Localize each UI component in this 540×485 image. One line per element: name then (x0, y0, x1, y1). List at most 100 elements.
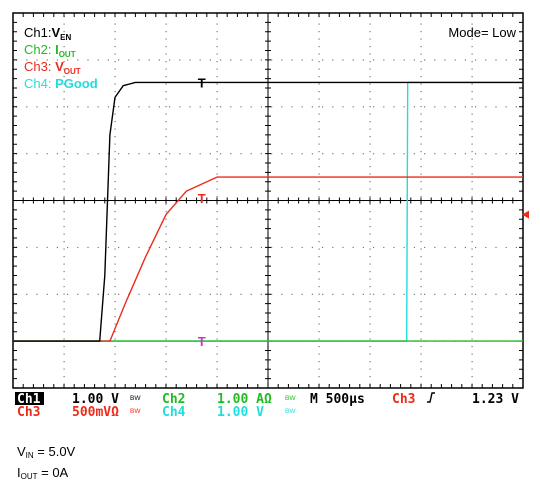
grid-dot (114, 53, 116, 55)
mode-label: Mode= Low (448, 25, 516, 40)
grid-dot (209, 59, 211, 61)
grid-dot (420, 376, 422, 378)
grid-dot (369, 68, 371, 70)
grid-dot (369, 316, 371, 318)
grid-dot (165, 128, 167, 130)
grid-dot (471, 203, 473, 205)
grid-dot (420, 46, 422, 48)
grid-dot (216, 113, 218, 115)
grid-dot (216, 263, 218, 265)
grid-dot (505, 153, 507, 155)
grid-dot (63, 316, 65, 318)
grid-dot (216, 218, 218, 220)
status-bar: Ch1 1.00 V BW Ch2 1.00 AΩ BW Ch3 500mVΩ BW Ch4 1.0… (15, 392, 519, 420)
grid-dot (471, 301, 473, 303)
grid-dot (373, 153, 375, 155)
grid-dot (420, 91, 422, 93)
grid-dot (420, 361, 422, 363)
grid-dot (63, 128, 65, 130)
grid-dot (369, 46, 371, 48)
grid-dot (281, 246, 283, 249)
grid-dot (471, 338, 473, 340)
grid-dot (87, 153, 89, 155)
grid-dot (318, 211, 320, 213)
grid-dot (318, 136, 320, 138)
grid-dot (46, 293, 48, 295)
grid-dot (424, 59, 426, 61)
grid-dot (403, 293, 405, 295)
grid-dot (424, 246, 426, 249)
trigger-slope-icon (427, 392, 435, 403)
grid-dot (281, 293, 283, 295)
grid-dot (369, 353, 371, 355)
grid-dot (332, 59, 334, 61)
grid-dot (393, 59, 395, 61)
grid-dot (420, 203, 422, 205)
grid-dot (128, 246, 130, 249)
grid-dot (97, 246, 99, 249)
grid-dot (114, 196, 116, 198)
grid-dot (352, 153, 354, 155)
grid-dot (114, 203, 116, 205)
grid-dot (318, 248, 320, 250)
grid-dot (271, 246, 273, 249)
grid-dot (369, 233, 371, 235)
grid-dot (63, 158, 65, 160)
grid-dot (216, 151, 218, 153)
grid-dot (63, 248, 65, 250)
grid-dot (291, 293, 293, 295)
grid-dot (271, 59, 273, 61)
grid-dot (454, 59, 456, 61)
grid-dot (165, 136, 167, 138)
grid-dot (318, 38, 320, 40)
grid-dot (216, 128, 218, 130)
grid-dot (420, 286, 422, 288)
grid-dot (420, 181, 422, 183)
grid-dot (240, 59, 242, 61)
grid-dot (165, 106, 167, 108)
grid-dot (369, 346, 371, 348)
grid-dot (158, 153, 160, 155)
grid-dot (369, 23, 371, 25)
grid-dot (165, 301, 167, 303)
grid-dot (318, 203, 320, 205)
grid-dot (199, 293, 201, 295)
grid-dot (216, 31, 218, 33)
grid-dot (291, 59, 293, 61)
grid-dot (240, 246, 242, 249)
grid-dot (369, 61, 371, 63)
grid-dot (216, 368, 218, 370)
grid-dot (114, 353, 116, 355)
grid-dot (318, 271, 320, 273)
grid-dot (471, 158, 473, 160)
grid-dot (471, 331, 473, 333)
grid-dot (148, 293, 150, 295)
bw-limit-label: BW (285, 408, 296, 415)
grid-dot (475, 59, 477, 61)
grid-dot (216, 121, 218, 123)
grid-dot (114, 233, 116, 235)
grid-dot (471, 271, 473, 273)
grid-dot (420, 53, 422, 55)
grid-dot (471, 233, 473, 235)
grid-dot (420, 308, 422, 310)
grid-dot (362, 293, 364, 295)
grid-dot (165, 113, 167, 115)
grid-dot (318, 151, 320, 153)
grid-dot (369, 181, 371, 183)
grid-dot (114, 143, 116, 145)
grid-dot (63, 346, 65, 348)
grid-dot (63, 46, 65, 48)
grid-dot (63, 226, 65, 228)
grid-dot (322, 106, 324, 108)
grid-dot (169, 153, 171, 155)
grid-dot (67, 106, 69, 108)
grid-dot (383, 153, 385, 155)
grid-dot (369, 166, 371, 168)
grid-dot (87, 106, 89, 108)
grid-dot (471, 368, 473, 370)
legend-ch2: Ch2: IOUT (24, 42, 76, 59)
grid-dot (318, 128, 320, 130)
grid-dot (63, 113, 65, 115)
grid-dot (63, 98, 65, 100)
